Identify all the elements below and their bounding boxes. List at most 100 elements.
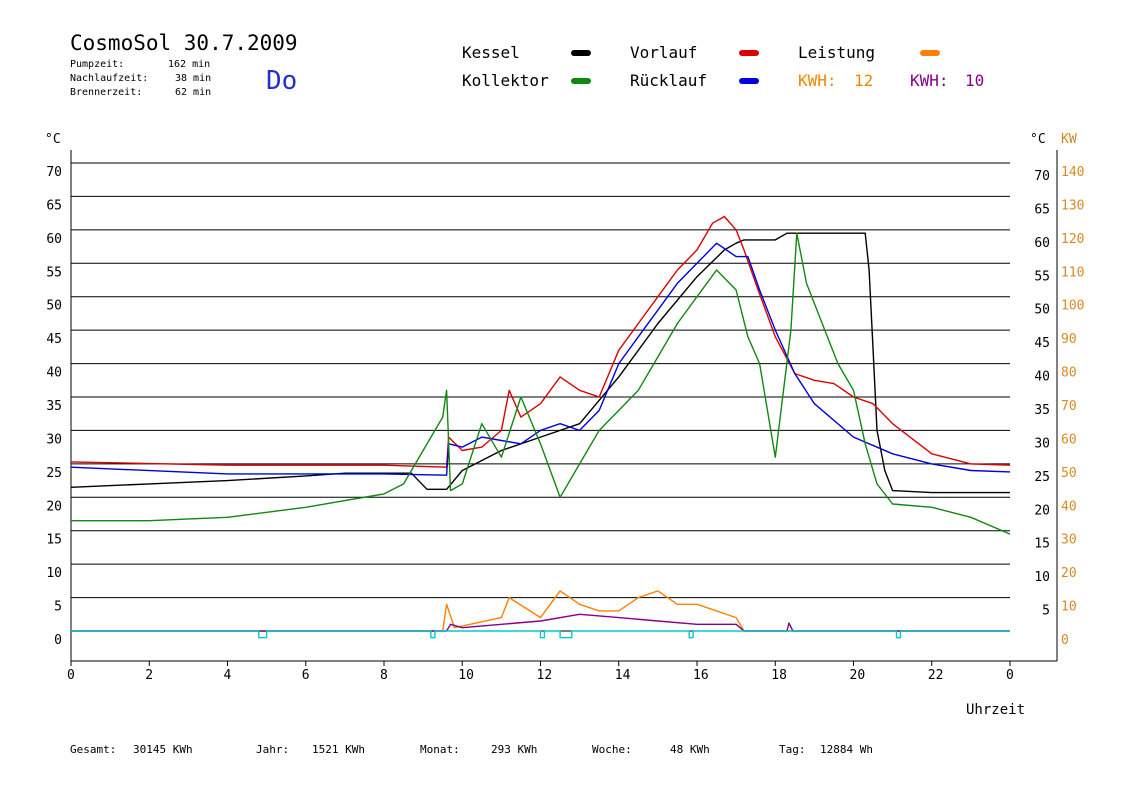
footer-value: 48 KWh [670,743,710,756]
y-right-temp-tick-label: 5 [1042,604,1050,619]
y-left-tick-label: 10 [46,566,62,581]
footer-value: 30145 KWh [133,743,193,756]
footer-label: Woche: [592,743,632,756]
y-right-temp-unit: °C [1030,132,1046,147]
footer-value: 12884 Wh [820,743,873,756]
day-label: Do [266,66,297,96]
y-right-temp-tick-label: 55 [1034,269,1050,284]
y-right-power-tick-label: 130 [1061,198,1084,213]
legend-ruecklauf-label: Rücklauf [630,71,707,90]
x-tick-label: 12 [537,668,553,683]
y-right-power-tick-label: 140 [1061,165,1084,180]
y-right-temp-tick-label: 35 [1034,403,1050,418]
footer-value: 293 KWh [491,743,537,756]
x-tick-label: 10 [458,668,474,683]
y-right-power-tick-label: 30 [1061,533,1077,548]
y-left-tick-label: 70 [46,165,62,180]
x-tick-label: 4 [224,668,232,683]
series-lines [70,215,1011,639]
footer-label: Monat: [420,743,460,756]
stat-label: Brennerzeit: [70,87,142,98]
y-left-tick-label: 45 [46,332,62,347]
y-left-tick-label: 25 [46,466,62,481]
x-tick-label: 2 [145,668,153,683]
series-line-kwh-leistung [71,613,1010,632]
y-right-temp-tick-label: 45 [1034,336,1050,351]
y-right-power-tick-label: 110 [1061,265,1084,280]
legend: Kessel Vorlauf Leistung Kollektor Rückla… [462,43,984,90]
y-left-tick-label: 65 [46,198,62,213]
y-right-temp-tick-label: 25 [1034,470,1050,485]
y-right-power-tick-label: 100 [1061,299,1084,314]
chart-title: CosmoSol 30.7.2009 [70,31,298,55]
x-tick-label: 8 [380,668,388,683]
series-line-pumpe [71,630,1010,639]
legend-ruecklauf-swatch [739,78,759,84]
stat-value: 38 min [175,73,211,84]
footer-label: Jahr: [256,743,289,756]
kwh-label-orange: KWH: [798,71,837,90]
y-left-tick-label: 40 [46,366,62,381]
y-right-temp-tick-label: 40 [1034,370,1050,385]
y-right-temp-tick-label: 15 [1034,537,1050,552]
y-left-tick-label: 5 [54,600,62,615]
legend-leistung-swatch [920,50,940,56]
y-right-power-tick-label: 50 [1061,466,1077,481]
y-left-tick-label: 30 [46,432,62,447]
kwh-value-purple: 10 [965,71,984,90]
y-right-power-tick-label: 40 [1061,499,1077,514]
y-right-power-tick-label: 0 [1061,633,1069,648]
y-right-power-unit: KW [1061,132,1077,147]
y-left-tick-label: 50 [46,299,62,314]
x-axis-label: Uhrzeit [966,702,1025,718]
y-right-temp-tick-label: 60 [1034,236,1050,251]
grid-lines [70,150,1058,666]
y-right-power-tick-label: 60 [1061,432,1077,447]
footer-value: 1521 KWh [312,743,365,756]
y-right-power-tick-label: 120 [1061,232,1084,247]
y-right-power-tick-label: 70 [1061,399,1077,414]
tick-labels: 0 2 4 6 8 10 12 14 16 18 20 22 070656055504540353025… [46,165,1084,683]
stat-label: Nachlaufzeit: [70,73,148,84]
y-right-temp-tick-label: 10 [1034,570,1050,585]
y-left-tick-label: 15 [46,533,62,548]
x-tick-label: 16 [693,668,709,683]
series-line-vorlauf [70,215,1011,468]
series-line-kessel [70,232,1010,494]
legend-leistung-label: Leistung [798,43,875,62]
y-right-power-tick-label: 80 [1061,366,1077,381]
x-tick-label: 0 [1006,668,1014,683]
stat-value: 162 min [168,59,210,70]
stat-value: 62 min [175,87,211,98]
y-right-temp-tick-label: 20 [1034,503,1050,518]
series-line-r-cklauf [70,242,1011,476]
footer-totals: Gesamt: 30145 KWh Jahr: 1521 KWh Monat: … [70,743,873,756]
y-left-tick-label: 0 [54,633,62,648]
y-left-tick-label: 55 [46,265,62,280]
kwh-label-purple: KWH: [910,71,949,90]
kwh-value-orange: 12 [854,71,873,90]
legend-kessel-label: Kessel [462,43,520,62]
x-tick-label: 22 [928,668,944,683]
x-tick-label: 14 [615,668,631,683]
footer-label: Tag: [779,743,806,756]
y-left-tick-label: 35 [46,399,62,414]
y-right-power-tick-label: 10 [1061,600,1077,615]
legend-vorlauf-label: Vorlauf [630,43,697,62]
x-tick-label: 20 [850,668,866,683]
legend-vorlauf-swatch [739,50,759,56]
x-tick-label: 18 [771,668,787,683]
legend-kollektor-label: Kollektor [462,71,549,90]
x-tick-label: 6 [302,668,310,683]
stats-block: Pumpzeit: 162 min Nachlaufzeit: 38 min B… [70,59,211,98]
y-right-temp-tick-label: 70 [1034,169,1050,184]
legend-kessel-swatch [571,50,591,56]
y-right-temp-tick-label: 65 [1034,202,1050,217]
y-left-tick-label: 60 [46,232,62,247]
series-line-kollektor [71,232,1011,535]
series-line-leistung [71,590,1010,632]
legend-kollektor-swatch [571,78,591,84]
footer-label: Gesamt: [70,743,116,756]
y-left-tick-label: 20 [46,499,62,514]
